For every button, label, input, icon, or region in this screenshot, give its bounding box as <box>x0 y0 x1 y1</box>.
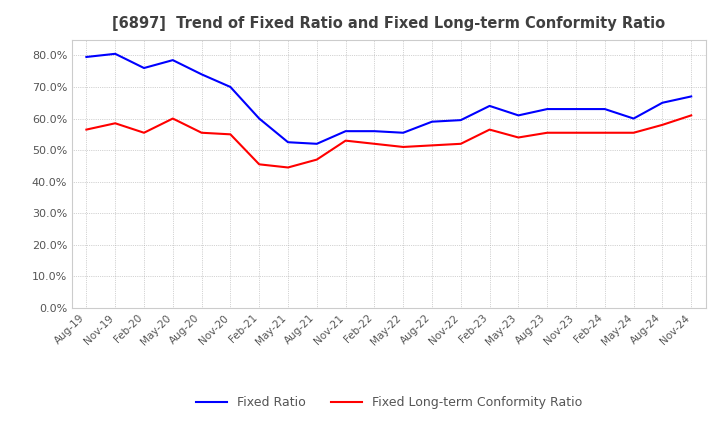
Fixed Ratio <box>543 106 552 112</box>
Fixed Ratio <box>370 128 379 134</box>
Fixed Ratio <box>572 106 580 112</box>
Fixed Long-term Conformity Ratio <box>197 130 206 136</box>
Fixed Ratio <box>629 116 638 121</box>
Title: [6897]  Trend of Fixed Ratio and Fixed Long-term Conformity Ratio: [6897] Trend of Fixed Ratio and Fixed Lo… <box>112 16 665 32</box>
Fixed Long-term Conformity Ratio <box>456 141 465 147</box>
Fixed Long-term Conformity Ratio <box>140 130 148 136</box>
Fixed Ratio <box>485 103 494 109</box>
Fixed Ratio <box>312 141 321 147</box>
Fixed Ratio <box>82 54 91 59</box>
Fixed Ratio <box>284 139 292 145</box>
Fixed Ratio <box>168 58 177 63</box>
Fixed Ratio <box>226 84 235 90</box>
Fixed Long-term Conformity Ratio <box>485 127 494 132</box>
Fixed Long-term Conformity Ratio <box>370 141 379 147</box>
Fixed Long-term Conformity Ratio <box>82 127 91 132</box>
Fixed Ratio <box>399 130 408 136</box>
Fixed Long-term Conformity Ratio <box>658 122 667 128</box>
Fixed Ratio <box>514 113 523 118</box>
Fixed Long-term Conformity Ratio <box>226 132 235 137</box>
Fixed Ratio <box>428 119 436 125</box>
Fixed Long-term Conformity Ratio <box>399 144 408 150</box>
Fixed Ratio <box>456 117 465 123</box>
Line: Fixed Long-term Conformity Ratio: Fixed Long-term Conformity Ratio <box>86 115 691 168</box>
Fixed Long-term Conformity Ratio <box>111 121 120 126</box>
Fixed Long-term Conformity Ratio <box>341 138 350 143</box>
Fixed Long-term Conformity Ratio <box>255 161 264 167</box>
Fixed Ratio <box>255 116 264 121</box>
Fixed Ratio <box>600 106 609 112</box>
Fixed Ratio <box>111 51 120 56</box>
Fixed Long-term Conformity Ratio <box>168 116 177 121</box>
Fixed Long-term Conformity Ratio <box>600 130 609 136</box>
Fixed Ratio <box>341 128 350 134</box>
Fixed Ratio <box>658 100 667 106</box>
Fixed Long-term Conformity Ratio <box>514 135 523 140</box>
Fixed Long-term Conformity Ratio <box>428 143 436 148</box>
Fixed Ratio <box>140 66 148 71</box>
Fixed Long-term Conformity Ratio <box>284 165 292 170</box>
Fixed Long-term Conformity Ratio <box>629 130 638 136</box>
Fixed Long-term Conformity Ratio <box>543 130 552 136</box>
Fixed Ratio <box>687 94 696 99</box>
Legend: Fixed Ratio, Fixed Long-term Conformity Ratio: Fixed Ratio, Fixed Long-term Conformity … <box>191 392 587 414</box>
Fixed Ratio <box>197 72 206 77</box>
Line: Fixed Ratio: Fixed Ratio <box>86 54 691 144</box>
Fixed Long-term Conformity Ratio <box>312 157 321 162</box>
Fixed Long-term Conformity Ratio <box>687 113 696 118</box>
Fixed Long-term Conformity Ratio <box>572 130 580 136</box>
